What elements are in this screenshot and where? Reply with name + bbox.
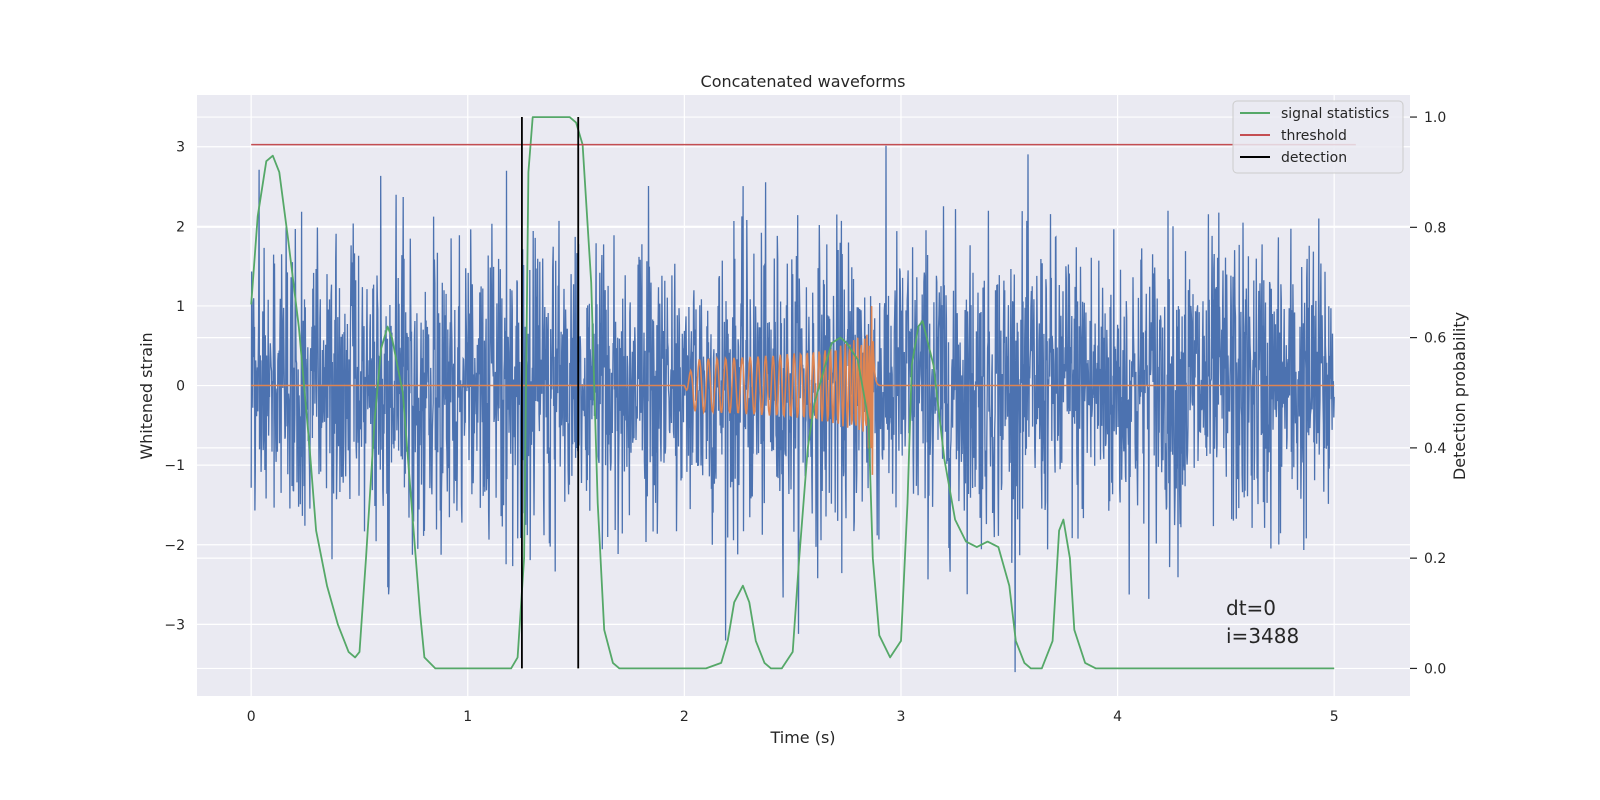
legend-box [1232, 100, 1404, 174]
strain-line [250, 145, 1335, 673]
right-y-tick-label: 0.2 [1424, 551, 1446, 567]
x-tick-label: 1 [463, 709, 472, 725]
right-y-tick-label: 0.4 [1424, 441, 1446, 457]
x-axis-ticks: 0 1 2 3 4 5 [247, 709, 1339, 725]
right-y-tick-label: 0.6 [1424, 331, 1446, 347]
y-tick-label: 3 [176, 140, 185, 156]
y-axis-ticks: −3 −2 −1 0 1 2 3 [164, 140, 185, 634]
annotation-index: i=3488 [1226, 624, 1299, 648]
right-y-tick-label: 0.0 [1424, 661, 1446, 677]
right-y-axis-ticks: 0.0 0.2 0.4 0.6 0.8 1.0 [1410, 110, 1446, 677]
annotation-dt: dt=0 [1226, 596, 1276, 620]
signal-statistics-series [250, 116, 1356, 670]
y-axis-label: Whitened strain [137, 332, 156, 459]
y-tick-label: 0 [176, 379, 185, 395]
template-series [251, 306, 1335, 475]
x-tick-label: 5 [1330, 709, 1339, 725]
right-y-tick-label: 0.8 [1424, 220, 1446, 236]
right-y-axis-label: Detection probability [1450, 312, 1469, 480]
legend-label-threshold: threshold [1281, 128, 1347, 144]
y-tick-label: −3 [164, 617, 185, 633]
x-axis-label: Time (s) [769, 728, 835, 747]
template-line [251, 306, 1335, 475]
annotation: dt=0 i=3488 [1226, 596, 1299, 648]
x-tick-label: 0 [247, 709, 256, 725]
legend-label-detection: detection [1281, 150, 1347, 166]
y-tick-label: 1 [176, 299, 185, 315]
y-tick-label: 2 [176, 219, 185, 235]
y-tick-label: −1 [164, 458, 185, 474]
x-tick-label: 4 [1113, 709, 1122, 725]
x-tick-label: 3 [897, 709, 906, 725]
x-tick-label: 2 [680, 709, 689, 725]
chart-title: Concatenated waveforms [701, 72, 906, 91]
signal-statistics-line [250, 116, 1335, 670]
legend-label-signal-statistics: signal statistics [1281, 106, 1389, 122]
strain-series [250, 145, 1335, 673]
y-tick-label: −2 [164, 538, 185, 554]
right-y-tick-label: 1.0 [1424, 110, 1446, 126]
legend: signal statistics threshold detection [1232, 100, 1404, 174]
